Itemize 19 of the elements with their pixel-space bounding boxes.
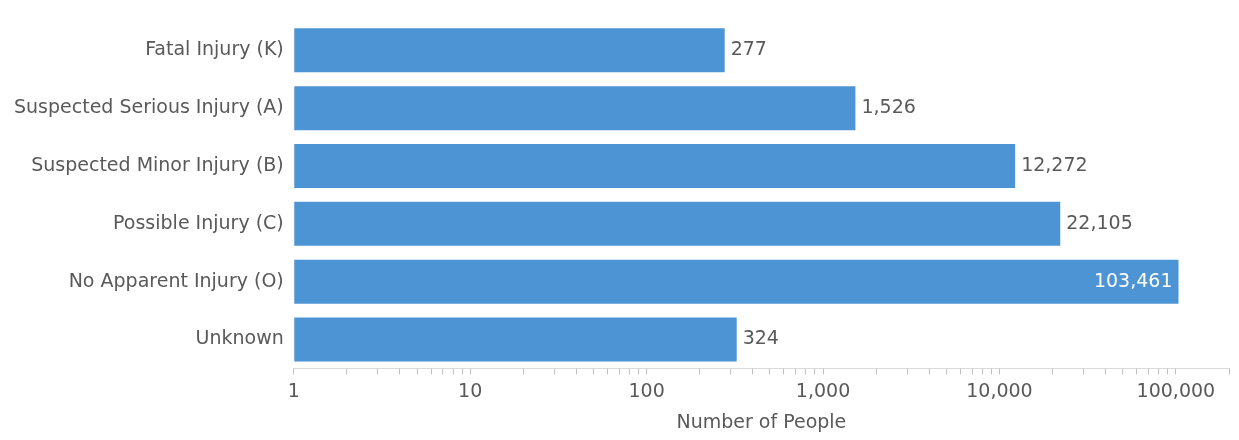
x-tick-label: 100,000 — [1136, 378, 1216, 401]
x-tick-label: 10,000 — [966, 378, 1033, 401]
data-label: 1,526 — [861, 95, 916, 118]
data-label: 22,105 — [1066, 210, 1133, 233]
y-tick-label: No Apparent Injury (O) — [68, 268, 284, 291]
x-tick-label: 1,000 — [795, 378, 851, 401]
y-tick-label: Suspected Serious Injury (A) — [13, 95, 284, 118]
y-tick-label: Possible Injury (C) — [113, 210, 284, 233]
x-tick-label: 10 — [458, 378, 483, 401]
data-label: 277 — [730, 37, 767, 60]
y-tick-label: Fatal Injury (K) — [145, 37, 284, 60]
x-tick-label: 1 — [287, 378, 300, 401]
data-label: 12,272 — [1021, 152, 1088, 175]
data-label: 103,461 — [1093, 268, 1173, 291]
y-tick-label: Unknown — [195, 326, 284, 349]
data-label: 324 — [742, 326, 779, 349]
x-axis-title: Number of People — [676, 409, 847, 432]
x-tick-label: 100 — [628, 378, 665, 401]
y-tick-label: Suspected Minor Injury (B) — [31, 152, 284, 175]
